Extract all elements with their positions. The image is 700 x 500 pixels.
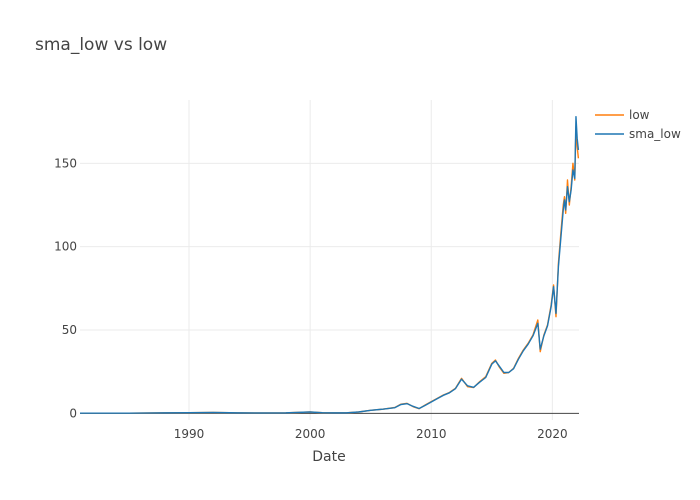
series-line-low[interactable]: [80, 125, 580, 414]
legend-label: sma_low: [629, 127, 681, 141]
x-tick-label: 2010: [416, 427, 447, 441]
y-tick-label: 150: [54, 156, 77, 170]
y-tick-label: 0: [69, 406, 77, 420]
series-line-sma-low[interactable]: [80, 115, 580, 414]
plot-area[interactable]: [80, 115, 580, 414]
legend-label: low: [629, 108, 650, 122]
x-tick-label: 1990: [174, 427, 205, 441]
y-tick-label: 50: [62, 323, 77, 337]
y-tick-label: 100: [54, 240, 77, 254]
legend-item-sma-low[interactable]: sma_low: [595, 127, 681, 141]
x-tick-label: 2020: [537, 427, 568, 441]
x-tick-label: 2000: [295, 427, 326, 441]
x-axis-title: Date: [312, 449, 345, 465]
legend[interactable]: low sma_low: [595, 108, 681, 141]
chart-title: sma_low vs low: [35, 35, 167, 55]
axis-ticks: 1990 2000 2010 2020 0 50 100 150: [54, 156, 568, 441]
legend-item-low[interactable]: low: [595, 108, 650, 122]
